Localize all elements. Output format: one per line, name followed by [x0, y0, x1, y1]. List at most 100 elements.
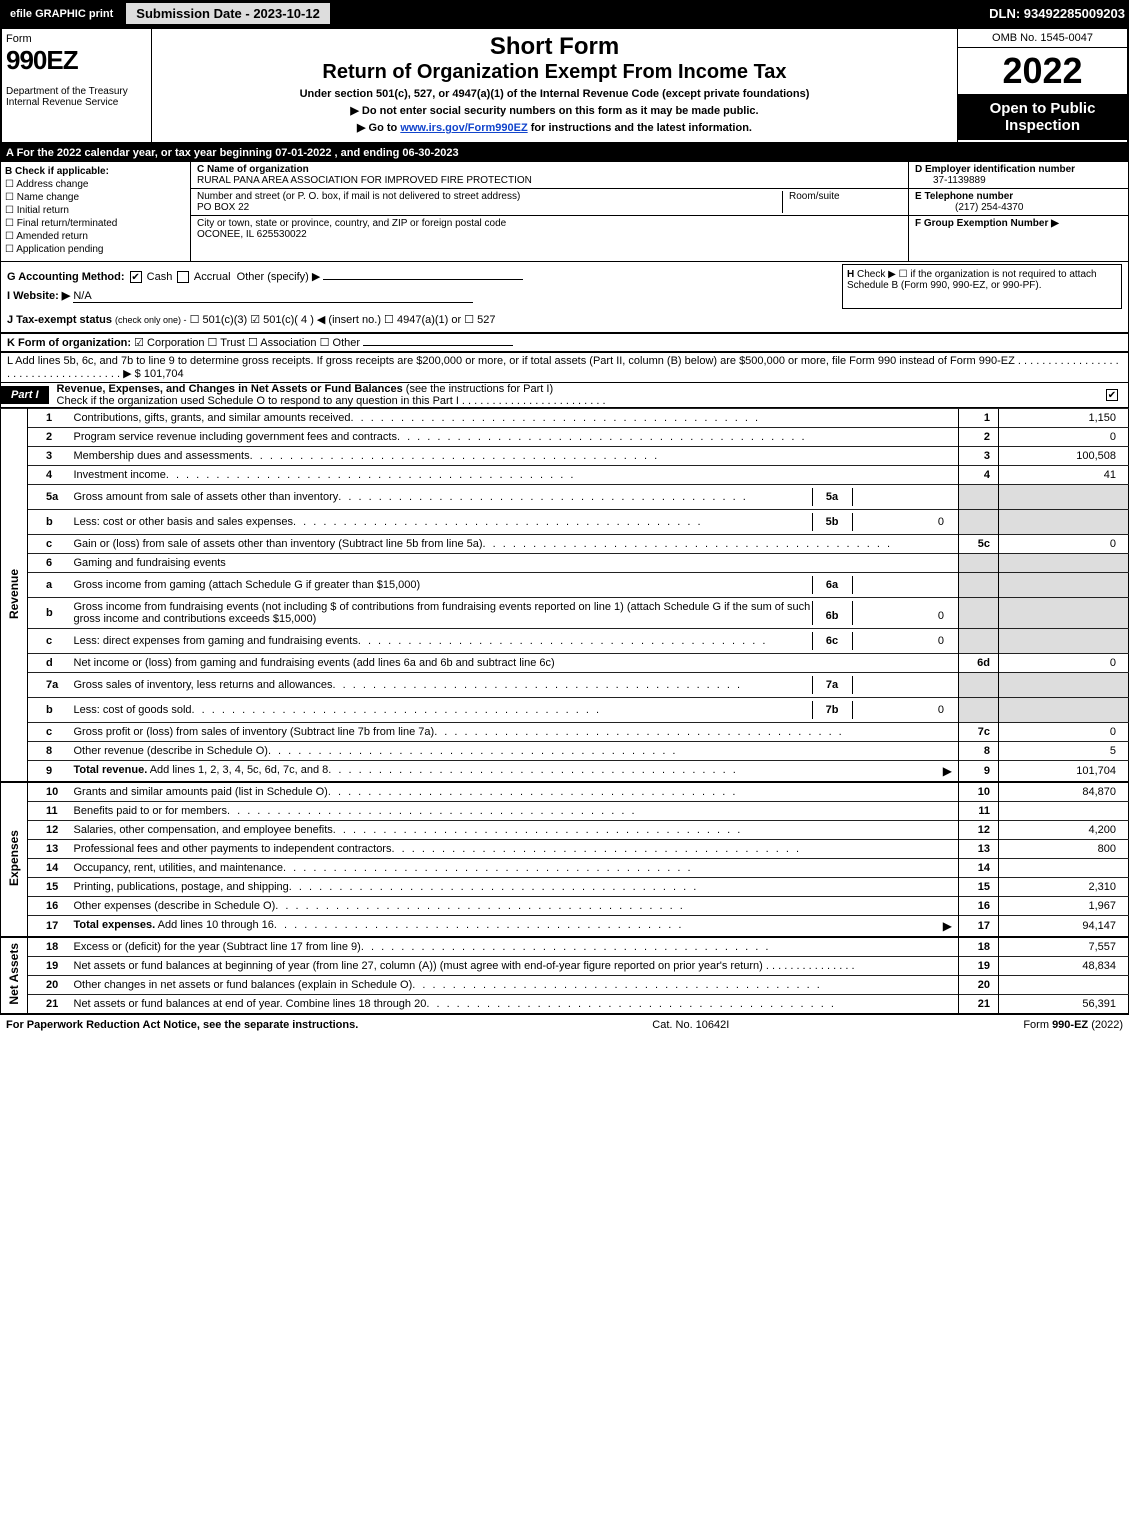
form-number: 990EZ — [6, 45, 147, 76]
page-footer: For Paperwork Reduction Act Notice, see … — [0, 1013, 1129, 1035]
city-label: City or town, state or province, country… — [197, 218, 506, 229]
check-schedule-o[interactable] — [1106, 389, 1118, 401]
footer-left: For Paperwork Reduction Act Notice, see … — [6, 1019, 358, 1031]
check-amended-return[interactable]: ☐ Amended return — [5, 231, 186, 242]
amt-3: 100,508 — [999, 447, 1129, 466]
amt-12: 4,200 — [999, 821, 1129, 840]
department-label: Department of the Treasury Internal Reve… — [6, 86, 147, 108]
g-label: G Accounting Method: — [7, 271, 125, 283]
submission-date-badge: Submission Date - 2023-10-12 — [125, 2, 331, 25]
part-i-badge: Part I — [1, 386, 49, 404]
check-application-pending[interactable]: ☐ Application pending — [5, 244, 186, 255]
room-label: Room/suite — [789, 191, 840, 202]
check-final-return[interactable]: ☐ Final return/terminated — [5, 218, 186, 229]
part-i-note: (see the instructions for Part I) — [406, 383, 553, 395]
ein-value: 37-1139889 — [915, 175, 986, 186]
ssn-warning: ▶ Do not enter social security numbers o… — [156, 104, 953, 117]
amt-7c: 0 — [999, 723, 1129, 742]
tel-value: (217) 254-4370 — [915, 202, 1023, 213]
revenue-side-label: Revenue — [1, 409, 28, 783]
amt-8: 5 — [999, 742, 1129, 761]
amt-14 — [999, 859, 1129, 878]
tel-label: E Telephone number — [915, 191, 1013, 202]
short-form-title: Short Form — [156, 33, 953, 61]
section-c-column: C Name of organization RURAL PANA AREA A… — [191, 162, 908, 261]
org-info-block: B Check if applicable: ☐ Address change … — [0, 162, 1129, 262]
b-heading: Check if applicable: — [15, 166, 109, 177]
amt-15: 2,310 — [999, 878, 1129, 897]
row-6: 6 Gaming and fundraising events — [1, 554, 1129, 573]
form-header: Form 990EZ Department of the Treasury In… — [0, 29, 1129, 144]
part-i-title: Revenue, Expenses, and Changes in Net As… — [57, 383, 403, 395]
goto-pre: ▶ Go to — [357, 122, 400, 134]
c-name-label: C Name of organization — [197, 164, 309, 175]
amt-9: 101,704 — [999, 761, 1129, 783]
org-name: RURAL PANA AREA ASSOCIATION FOR IMPROVED… — [197, 175, 532, 186]
irs-link[interactable]: www.irs.gov/Form990EZ — [400, 122, 527, 134]
row-1: Revenue 1 Contributions, gifts, grants, … — [1, 409, 1129, 428]
check-address-change[interactable]: ☐ Address change — [5, 179, 186, 190]
section-a-bar: A For the 2022 calendar year, or tax yea… — [0, 144, 1129, 162]
row-15: 15 Printing, publications, postage, and … — [1, 878, 1129, 897]
part-i-header: Part I Revenue, Expenses, and Changes in… — [0, 383, 1129, 408]
row-16: 16 Other expenses (describe in Schedule … — [1, 897, 1129, 916]
ghijkl-block: G Accounting Method: Cash Accrual Other … — [0, 262, 1129, 333]
header-left: Form 990EZ Department of the Treasury In… — [2, 29, 152, 142]
amt-18: 7,557 — [999, 937, 1129, 957]
h-text: Check ▶ ☐ if the organization is not req… — [847, 269, 1097, 291]
row-21: 21 Net assets or fund balances at end of… — [1, 995, 1129, 1014]
part-i-check-text: Check if the organization used Schedule … — [57, 395, 606, 407]
amt-4: 41 — [999, 466, 1129, 485]
row-7a: 7a Gross sales of inventory, less return… — [1, 673, 1129, 698]
street-label: Number and street (or P. O. box, if mail… — [197, 191, 520, 202]
goto-note: ▶ Go to www.irs.gov/Form990EZ for instru… — [156, 121, 953, 134]
footer-right: Form 990-EZ (2022) — [1023, 1019, 1123, 1031]
j-label: J Tax-exempt status — [7, 314, 112, 326]
row-17: 17 Total expenses. Add lines 10 through … — [1, 916, 1129, 938]
tax-year: 2022 — [958, 48, 1127, 94]
section-b-column: B Check if applicable: ☐ Address change … — [1, 162, 191, 261]
netassets-side-label: Net Assets — [1, 937, 28, 1013]
amt-11 — [999, 802, 1129, 821]
check-cash[interactable] — [130, 271, 142, 283]
row-14: 14 Occupancy, rent, utilities, and maint… — [1, 859, 1129, 878]
check-initial-return[interactable]: ☐ Initial return — [5, 205, 186, 216]
amt-21: 56,391 — [999, 995, 1129, 1014]
return-title: Return of Organization Exempt From Incom… — [156, 61, 953, 84]
amt-19: 48,834 — [999, 957, 1129, 976]
row-18: Net Assets 18 Excess or (deficit) for th… — [1, 937, 1129, 957]
i-label: I Website: ▶ — [7, 290, 70, 302]
top-bar: efile GRAPHIC print Submission Date - 20… — [0, 0, 1129, 29]
row-5a: 5a Gross amount from sale of assets othe… — [1, 485, 1129, 510]
header-right: OMB No. 1545-0047 2022 Open to Public In… — [957, 29, 1127, 142]
group-exemption-label: F Group Exemption Number ▶ — [915, 218, 1059, 229]
amt-16: 1,967 — [999, 897, 1129, 916]
k-block: K Form of organization: ☑ Corporation ☐ … — [0, 333, 1129, 352]
section-def-column: D Employer identification number 37-1139… — [908, 162, 1128, 261]
l-block: L Add lines 5b, 6c, and 7b to line 9 to … — [0, 352, 1129, 383]
check-name-change[interactable]: ☐ Name change — [5, 192, 186, 203]
ein-label: D Employer identification number — [915, 164, 1075, 175]
part-i-table: Revenue 1 Contributions, gifts, grants, … — [0, 408, 1129, 1013]
row-2: 2 Program service revenue including gove… — [1, 428, 1129, 447]
amt-1: 1,150 — [999, 409, 1129, 428]
row-3: 3 Membership dues and assessments 3 100,… — [1, 447, 1129, 466]
amt-20 — [999, 976, 1129, 995]
amt-13: 800 — [999, 840, 1129, 859]
row-6c: c Less: direct expenses from gaming and … — [1, 629, 1129, 654]
row-8: 8 Other revenue (describe in Schedule O)… — [1, 742, 1129, 761]
website-value: N/A — [73, 290, 473, 303]
omb-number: OMB No. 1545-0047 — [958, 29, 1127, 48]
row-5c: c Gain or (loss) from sale of assets oth… — [1, 535, 1129, 554]
row-19: 19 Net assets or fund balances at beginn… — [1, 957, 1129, 976]
expenses-side-label: Expenses — [1, 782, 28, 937]
footer-catno: Cat. No. 10642I — [652, 1019, 729, 1031]
row-6d: d Net income or (loss) from gaming and f… — [1, 654, 1129, 673]
open-to-public-badge: Open to Public Inspection — [958, 94, 1127, 140]
under-section-text: Under section 501(c), 527, or 4947(a)(1)… — [156, 88, 953, 100]
amt-2: 0 — [999, 428, 1129, 447]
k-label: K Form of organization: — [7, 337, 131, 349]
form-word: Form — [6, 33, 147, 45]
row-12: 12 Salaries, other compensation, and emp… — [1, 821, 1129, 840]
check-accrual[interactable] — [177, 271, 189, 283]
